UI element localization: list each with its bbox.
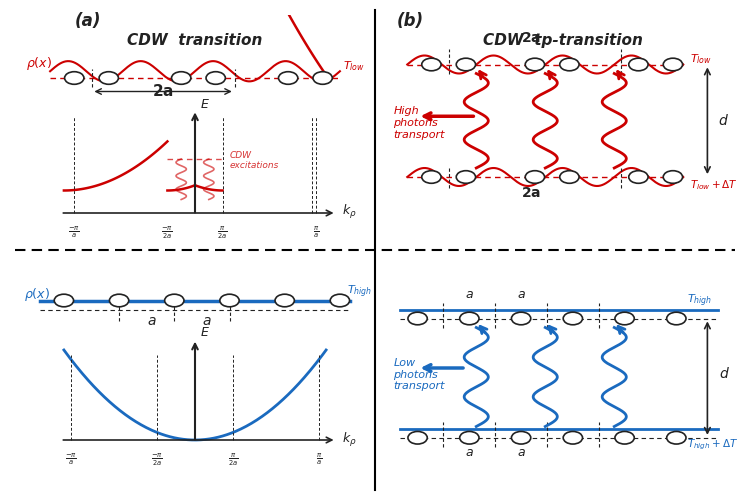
Text: $E$: $E$ (200, 326, 210, 340)
Text: $\mathbf{2a}$: $\mathbf{2a}$ (521, 31, 542, 45)
Circle shape (422, 58, 441, 71)
Text: $\rho(x)$: $\rho(x)$ (24, 286, 50, 303)
Text: $T_{high}$: $T_{high}$ (346, 283, 372, 300)
Text: $\mathbf{2a}$: $\mathbf{2a}$ (152, 83, 174, 99)
Text: $\mathit{a}$: $\mathit{a}$ (465, 446, 474, 459)
Text: $\mathit{a}$: $\mathit{a}$ (517, 288, 526, 301)
Text: $\mathit{a}$: $\mathit{a}$ (202, 314, 211, 328)
Text: $d$: $d$ (718, 114, 728, 128)
Circle shape (460, 312, 479, 325)
Text: CDW
excitations: CDW excitations (230, 150, 279, 170)
Text: $\mathit{a}$: $\mathit{a}$ (465, 288, 474, 301)
Circle shape (667, 312, 686, 325)
Text: (a): (a) (74, 12, 100, 30)
Text: $\frac{\pi}{2a}$: $\frac{\pi}{2a}$ (228, 451, 238, 468)
Circle shape (220, 294, 239, 307)
Circle shape (663, 58, 682, 71)
Circle shape (525, 58, 544, 71)
Text: $\mathit{a}$: $\mathit{a}$ (147, 314, 156, 328)
Circle shape (512, 432, 531, 444)
Text: $T_{low}$: $T_{low}$ (344, 59, 365, 73)
Circle shape (525, 170, 544, 183)
Text: Low
photons
transport: Low photons transport (394, 358, 445, 392)
Text: $T_{high}$: $T_{high}$ (687, 292, 712, 308)
Circle shape (422, 170, 441, 183)
Circle shape (408, 312, 428, 325)
Circle shape (560, 170, 579, 183)
Text: $\mathit{a}$: $\mathit{a}$ (517, 446, 526, 459)
Text: $k_{\rho}$: $k_{\rho}$ (341, 432, 356, 450)
Circle shape (512, 312, 531, 325)
Text: CDW  transition: CDW transition (128, 33, 262, 48)
Circle shape (165, 294, 184, 307)
Circle shape (456, 58, 476, 71)
Circle shape (99, 72, 118, 85)
Text: $\frac{-\pi}{a}$: $\frac{-\pi}{a}$ (68, 224, 80, 240)
Circle shape (278, 72, 298, 85)
Circle shape (628, 170, 648, 183)
Text: $\frac{-\pi}{2a}$: $\frac{-\pi}{2a}$ (151, 451, 163, 468)
Circle shape (408, 432, 428, 444)
Text: (b): (b) (397, 12, 424, 30)
Text: CDW  tp-transition: CDW tp-transition (482, 33, 643, 48)
Text: $\frac{-\pi}{2a}$: $\frac{-\pi}{2a}$ (161, 224, 173, 241)
Circle shape (563, 432, 583, 444)
Circle shape (313, 72, 332, 85)
Text: $k_{\rho}$: $k_{\rho}$ (341, 204, 356, 222)
Text: $T_{low}+\Delta T$: $T_{low}+\Delta T$ (690, 178, 738, 192)
Text: $T_{high}+\Delta T$: $T_{high}+\Delta T$ (687, 437, 738, 452)
Circle shape (560, 58, 579, 71)
Circle shape (460, 432, 479, 444)
Circle shape (563, 312, 583, 325)
Text: $\frac{-\pi}{a}$: $\frac{-\pi}{a}$ (64, 451, 76, 466)
Text: High
photons
transport: High photons transport (394, 106, 445, 140)
Circle shape (275, 294, 294, 307)
Text: $E$: $E$ (200, 98, 210, 112)
Circle shape (206, 72, 225, 85)
Circle shape (456, 170, 476, 183)
Circle shape (54, 294, 74, 307)
Text: $\frac{\pi}{a}$: $\frac{\pi}{a}$ (316, 451, 322, 466)
Circle shape (615, 432, 634, 444)
Circle shape (110, 294, 129, 307)
Text: $d$: $d$ (719, 366, 730, 381)
Circle shape (628, 58, 648, 71)
Text: $\rho(x)$: $\rho(x)$ (26, 54, 52, 72)
Circle shape (667, 432, 686, 444)
Text: $\mathbf{2a}$: $\mathbf{2a}$ (521, 186, 542, 200)
Text: $T_{low}$: $T_{low}$ (690, 52, 712, 66)
Circle shape (663, 170, 682, 183)
Circle shape (330, 294, 350, 307)
Circle shape (64, 72, 84, 85)
Circle shape (615, 312, 634, 325)
Text: $\frac{\pi}{a}$: $\frac{\pi}{a}$ (313, 224, 319, 240)
Text: $\frac{\pi}{2a}$: $\frac{\pi}{2a}$ (217, 224, 228, 241)
Circle shape (172, 72, 190, 85)
